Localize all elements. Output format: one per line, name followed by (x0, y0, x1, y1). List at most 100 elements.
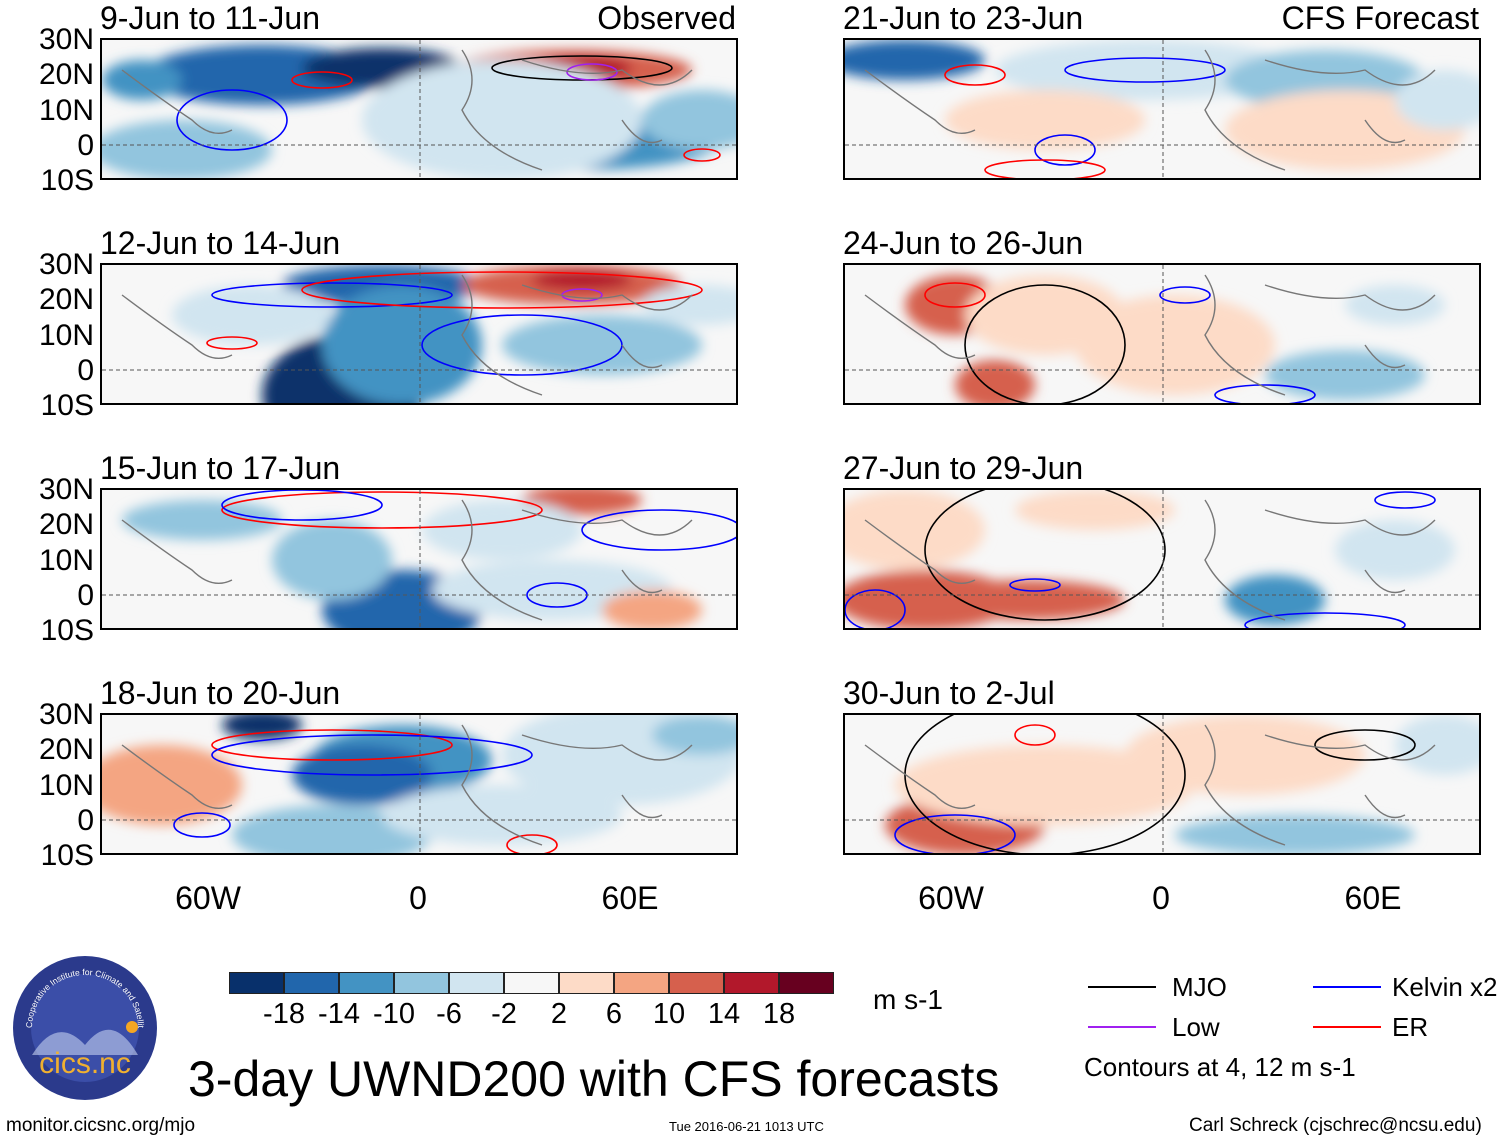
contour-line (964, 284, 1126, 403)
panel-title: 12-Jun to 14-Jun (100, 225, 341, 261)
lon-label: 0 (409, 880, 427, 916)
contour-line (291, 71, 353, 89)
lat-label: 20N (38, 283, 94, 316)
contour-line (506, 834, 558, 853)
coastlines (121, 274, 693, 396)
lat-label: 0 (77, 579, 94, 612)
colorbar-swatch (229, 972, 284, 994)
lon-label: 0 (1152, 880, 1170, 916)
contour-line (924, 282, 986, 308)
contour-line (1064, 57, 1226, 83)
lon-label: 60E (601, 880, 659, 916)
colorbar-swatch (779, 972, 834, 994)
colorbar-label: -14 (318, 998, 360, 1030)
coastlines (121, 724, 693, 846)
contour-line (566, 63, 618, 81)
lat-label: 30N (38, 23, 94, 56)
contour-line (1034, 134, 1096, 166)
legend-line-low (1088, 1026, 1156, 1028)
contour-line (581, 509, 736, 551)
colorbar-swatch (724, 972, 779, 994)
map-panel (100, 263, 738, 405)
legend-label-low: Low (1172, 1012, 1220, 1042)
lon-label: 60W (918, 880, 984, 916)
contour-line (1014, 724, 1056, 746)
wind-anomaly-region (502, 315, 702, 375)
wind-anomaly-region (945, 90, 1145, 150)
contour-line (1214, 384, 1316, 403)
lat-label: 20N (38, 58, 94, 91)
contour-line (211, 729, 453, 761)
observed-label: Observed (597, 0, 736, 36)
wind-anomaly-region (102, 120, 272, 178)
forecast-label: CFS Forecast (1281, 0, 1479, 36)
wind-anomaly-region (172, 285, 332, 345)
wind-anomaly-region (362, 60, 642, 178)
map-panel (100, 38, 738, 180)
lat-label: 10N (38, 319, 94, 352)
panel-title: 9-Jun to 11-Jun (100, 0, 320, 36)
svg-text:cics.nc: cics.nc (39, 1047, 131, 1080)
contour-line (211, 734, 533, 776)
wind-anomaly-region (1395, 715, 1479, 775)
lat-label: 0 (77, 129, 94, 162)
wind-anomaly-region (642, 90, 736, 150)
wind-anomaly-region (845, 40, 985, 80)
wind-anomaly-region (652, 715, 736, 755)
coastlines (864, 49, 1436, 171)
lat-label: 10S (40, 839, 94, 872)
lat-label: 10N (38, 769, 94, 802)
colorbar-label: 18 (762, 998, 796, 1030)
map-panel (843, 713, 1481, 855)
legend-note: Contours at 4, 12 m s-1 (1084, 1052, 1356, 1082)
footer-url[interactable]: monitor.cicsnc.org/mjo (6, 1115, 196, 1136)
coastlines (864, 499, 1436, 621)
colorbar-swatch (614, 972, 669, 994)
wind-anomaly-region (925, 580, 1125, 620)
map-panel (843, 38, 1481, 180)
coastlines (121, 499, 693, 621)
colorbar-swatch (394, 972, 449, 994)
cics-logo: cics.nc Cooperative Institute for Climat… (10, 947, 158, 1101)
colorbar-label: -10 (373, 998, 415, 1030)
colorbar-label: 14 (707, 998, 741, 1030)
wind-anomaly-region (965, 275, 1125, 355)
wind-anomaly-region (382, 785, 622, 845)
colorbar-swatch (559, 972, 614, 994)
legend-label-er: ER (1392, 1012, 1429, 1042)
contour-line (211, 282, 453, 308)
figure-title: 3-day UWND200 with CFS forecasts (188, 1051, 1000, 1107)
contour-line (221, 491, 543, 529)
lon-label: 60W (175, 880, 241, 916)
lat-label: 10N (38, 94, 94, 127)
colorbar-swatch (449, 972, 504, 994)
wind-anomaly-region (1265, 350, 1425, 400)
lat-label: 10N (38, 544, 94, 577)
legend-line-kelvin (1313, 986, 1381, 988)
wind-anomaly-region (1335, 520, 1455, 580)
colorbar-units: m s-1 (873, 984, 943, 1015)
colorbar-label: 10 (652, 998, 686, 1030)
contour-line (1244, 612, 1406, 628)
contour-line (845, 589, 906, 628)
panel-title: 21-Jun to 23-Jun (843, 0, 1084, 36)
wind-anomaly-region (232, 805, 432, 853)
legend-line-er (1313, 1026, 1381, 1028)
lat-label: 0 (77, 804, 94, 837)
wind-anomaly-region (895, 745, 1195, 825)
lat-label: 30N (38, 473, 94, 506)
wind-anomaly-region (122, 500, 282, 540)
coastlines (121, 49, 693, 171)
contour-line (301, 271, 703, 309)
wind-anomaly-region (102, 60, 182, 100)
colorbar-swatch (339, 972, 394, 994)
lat-label: 30N (38, 698, 94, 731)
map-panel (843, 263, 1481, 405)
map-panel (843, 488, 1481, 630)
lat-label: 0 (77, 354, 94, 387)
contour-line (1374, 491, 1436, 509)
colorbar-swatch (504, 972, 559, 994)
contour-line (1009, 578, 1061, 592)
coastlines (864, 724, 1436, 846)
